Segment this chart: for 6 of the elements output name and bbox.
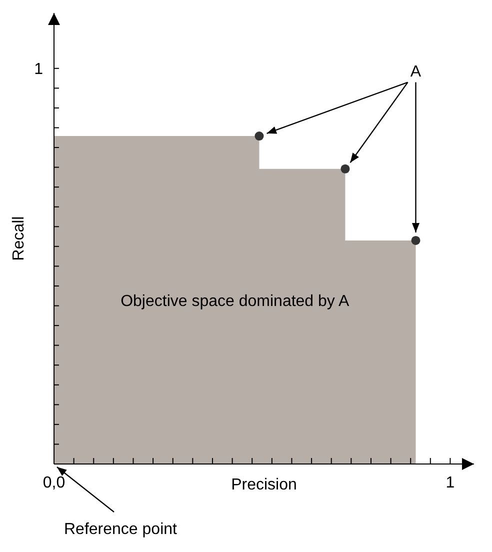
y-axis-title: Recall: [10, 216, 28, 261]
x-axis-title: Precision: [231, 476, 297, 494]
annotation: Reference point: [64, 521, 178, 538]
annotation: Objective space dominated by A: [120, 292, 350, 310]
x-tick-label: 0,0: [42, 474, 66, 492]
annotation: A: [410, 63, 422, 80]
